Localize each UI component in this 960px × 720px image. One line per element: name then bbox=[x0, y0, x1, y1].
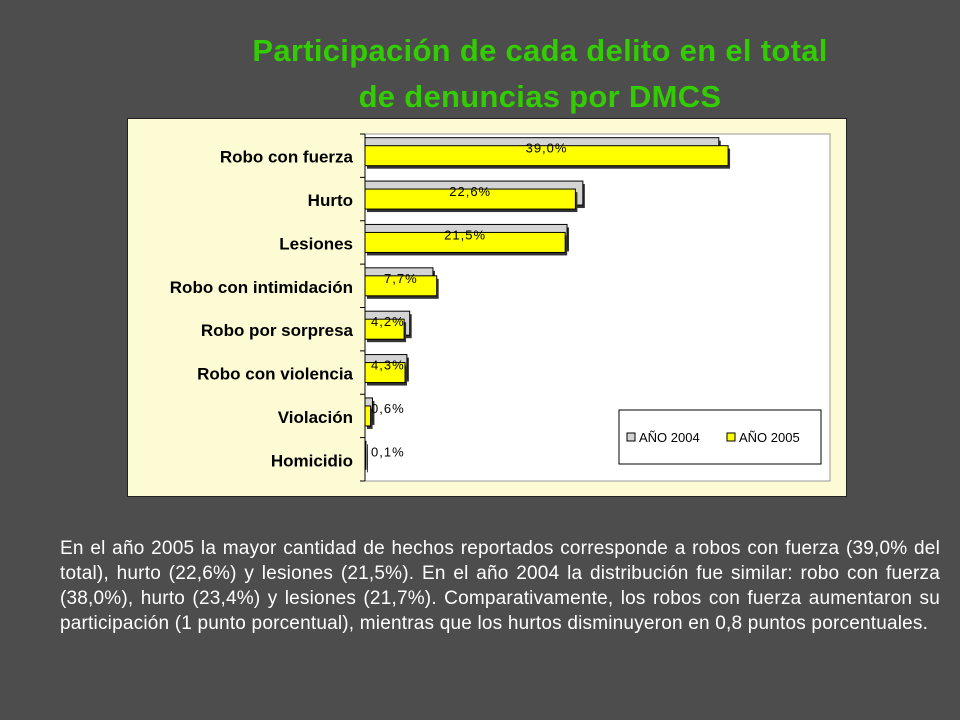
category-label: Robo por sorpresa bbox=[201, 321, 354, 340]
data-label: 22,6% bbox=[449, 184, 491, 199]
data-label: 39,0% bbox=[526, 141, 568, 156]
chart-area: Robo con fuerza 39,0% Hurto 22,6% Lesiones 21… bbox=[127, 118, 847, 497]
category-label: Homicidio bbox=[271, 451, 353, 470]
legend-swatch-2005 bbox=[726, 432, 736, 442]
category-label: Robo con fuerza bbox=[220, 148, 354, 167]
data-label: 21,5% bbox=[444, 227, 486, 242]
category-label: Robo con intimidación bbox=[170, 278, 353, 297]
data-label: 7,7% bbox=[384, 271, 418, 286]
bar-2005 bbox=[364, 405, 372, 427]
data-label: 4,2% bbox=[371, 314, 405, 329]
bar-chart: Robo con fuerza 39,0% Hurto 22,6% Lesiones 21… bbox=[170, 133, 831, 482]
category-label: Lesiones bbox=[279, 234, 353, 253]
data-label: 4,3% bbox=[371, 358, 405, 373]
slide-title: Participación de cada delito en el total… bbox=[120, 28, 960, 120]
data-label: 0,6% bbox=[371, 401, 405, 416]
summary-paragraph: En el año 2005 la mayor cantidad de hech… bbox=[60, 538, 940, 634]
data-label: 0,1% bbox=[371, 444, 405, 459]
legend-label-2005: AÑO 2005 bbox=[739, 430, 800, 445]
category-label: Violación bbox=[278, 408, 353, 427]
title-line-2: de denuncias por DMCS bbox=[358, 79, 722, 114]
category-label: Robo con violencia bbox=[197, 365, 353, 384]
legend-swatch-2004 bbox=[626, 432, 636, 442]
category-label: Hurto bbox=[308, 191, 353, 210]
title-line-1: Participación de cada delito en el total bbox=[252, 33, 828, 68]
bar-shadow-2005 bbox=[367, 452, 368, 473]
legend-box bbox=[618, 409, 822, 465]
legend-label-2004: AÑO 2004 bbox=[639, 430, 700, 445]
